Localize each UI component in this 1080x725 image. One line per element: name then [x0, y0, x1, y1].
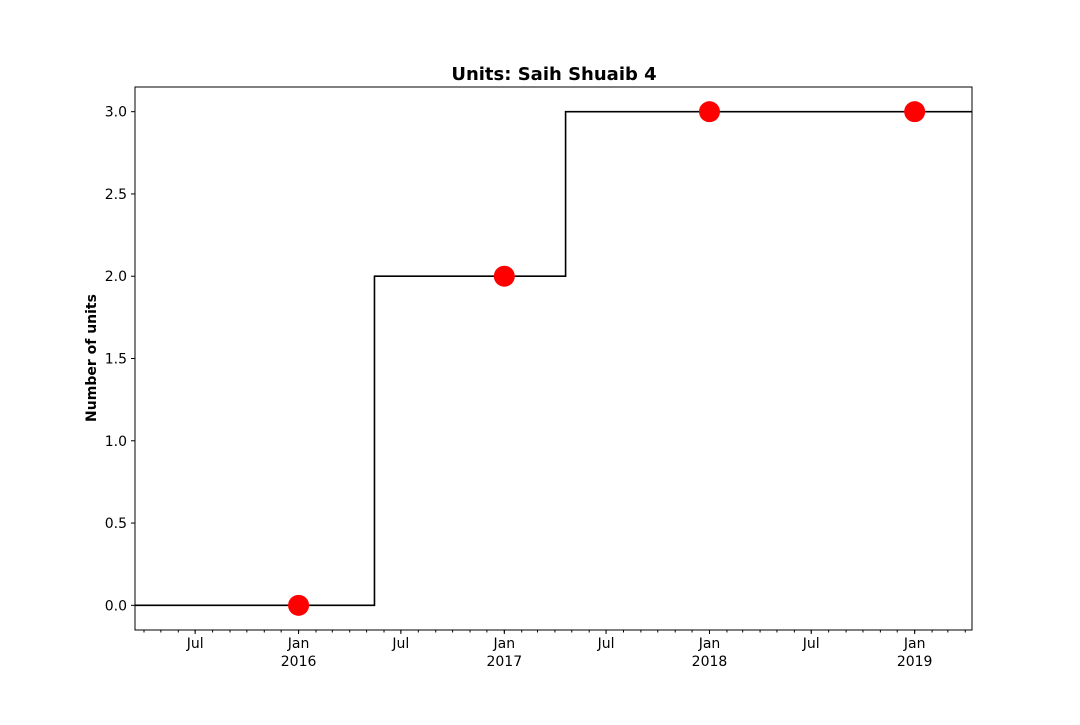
- data-point-marker: [698, 101, 720, 123]
- series-layer: [135, 110, 972, 607]
- data-point-marker: [904, 101, 926, 123]
- x-tick-year-label: 2018: [692, 654, 728, 670]
- data-point-marker: [493, 265, 515, 287]
- y-tick-label: 1.5: [105, 352, 127, 368]
- y-axis-label: Number of units: [84, 294, 100, 422]
- y-tick-label: 0.5: [105, 516, 127, 532]
- data-point-marker: [288, 594, 310, 616]
- markers-layer: [288, 101, 926, 616]
- units-step-line: [135, 110, 972, 607]
- x-tick-year-label: 2016: [281, 654, 317, 670]
- x-tick-label: Jan: [493, 636, 516, 652]
- x-tick-label: Jan: [698, 636, 721, 652]
- y-tick-label: 2.5: [105, 187, 127, 203]
- chart-title: Units: Saih Shuaib 4: [451, 64, 656, 85]
- y-tick-label: 3.0: [105, 105, 127, 121]
- x-tick-label: Jul: [802, 636, 820, 652]
- x-tick-label: Jul: [391, 636, 409, 652]
- x-tick-year-label: 2017: [486, 654, 522, 670]
- x-tick-label: Jul: [186, 636, 204, 652]
- y-tick-label: 0.0: [105, 598, 127, 614]
- x-tick-year-label: 2019: [897, 654, 933, 670]
- y-tick-label: 2.0: [105, 269, 127, 285]
- ticks-layer: 0.0 0.5 1.0 1.5 2.0 2.5 3.0 Jul Jan 2016 Jul Jan 201…: [105, 105, 966, 670]
- x-tick-label: Jan: [903, 636, 926, 652]
- plot-frame: [134, 86, 973, 631]
- y-tick-label: 1.0: [105, 434, 127, 450]
- x-tick-label: Jan: [287, 636, 310, 652]
- x-tick-label: Jul: [597, 636, 615, 652]
